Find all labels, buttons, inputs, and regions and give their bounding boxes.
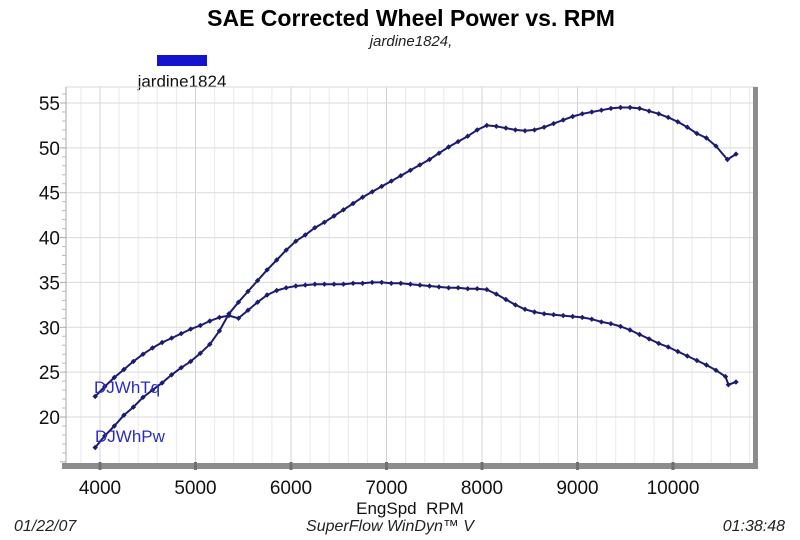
- page-title: SAE Corrected Wheel Power vs. RPM: [207, 5, 615, 31]
- svg-text:55: 55: [39, 94, 60, 115]
- chart-subtitle: jardine1824,: [369, 33, 453, 50]
- footer-software: SuperFlow WinDyn™ V: [306, 518, 474, 535]
- x-axis-label: EngSpd RPM: [356, 499, 464, 518]
- series-DJWhTq: [92, 279, 739, 400]
- svg-text:5000: 5000: [174, 478, 216, 499]
- legend-swatch: [157, 55, 207, 66]
- axis-bars: [62, 87, 758, 470]
- vertical-gridlines: [80, 87, 750, 466]
- series-DJWhPw: [92, 104, 739, 451]
- series-markers-DJWhPw: [92, 104, 739, 451]
- series-labels: DJWhTq DJWhPw: [94, 378, 166, 446]
- svg-text:30: 30: [39, 318, 60, 339]
- y-minor-ticks: [60, 93, 66, 463]
- svg-text:4000: 4000: [79, 478, 121, 499]
- legend-label: jardine1824: [137, 72, 227, 91]
- svg-text:10000: 10000: [647, 478, 700, 499]
- series-label-DJWhTq: DJWhTq: [94, 378, 160, 397]
- series-markers-DJWhTq: [92, 279, 739, 400]
- series-label-DJWhPw: DJWhPw: [95, 427, 166, 446]
- svg-text:50: 50: [39, 139, 60, 160]
- svg-text:25: 25: [39, 363, 60, 384]
- y-tick-labels: 20 25 30 35 40 45 50 55: [39, 94, 60, 429]
- svg-text:40: 40: [39, 229, 60, 250]
- horizontal-gridlines: [66, 102, 757, 418]
- svg-text:20: 20: [39, 408, 60, 429]
- svg-text:35: 35: [39, 273, 60, 294]
- svg-text:8000: 8000: [461, 478, 503, 499]
- plot-frame: [65, 86, 757, 466]
- x-tick-labels: 4000 5000 6000 7000 8000 9000 10000: [79, 478, 700, 499]
- footer-date: 01/22/07: [14, 518, 77, 535]
- svg-text:7000: 7000: [365, 478, 407, 499]
- footer-time: 01:38:48: [722, 518, 785, 535]
- svg-text:6000: 6000: [270, 478, 312, 499]
- svg-text:45: 45: [39, 184, 60, 205]
- svg-text:9000: 9000: [556, 478, 598, 499]
